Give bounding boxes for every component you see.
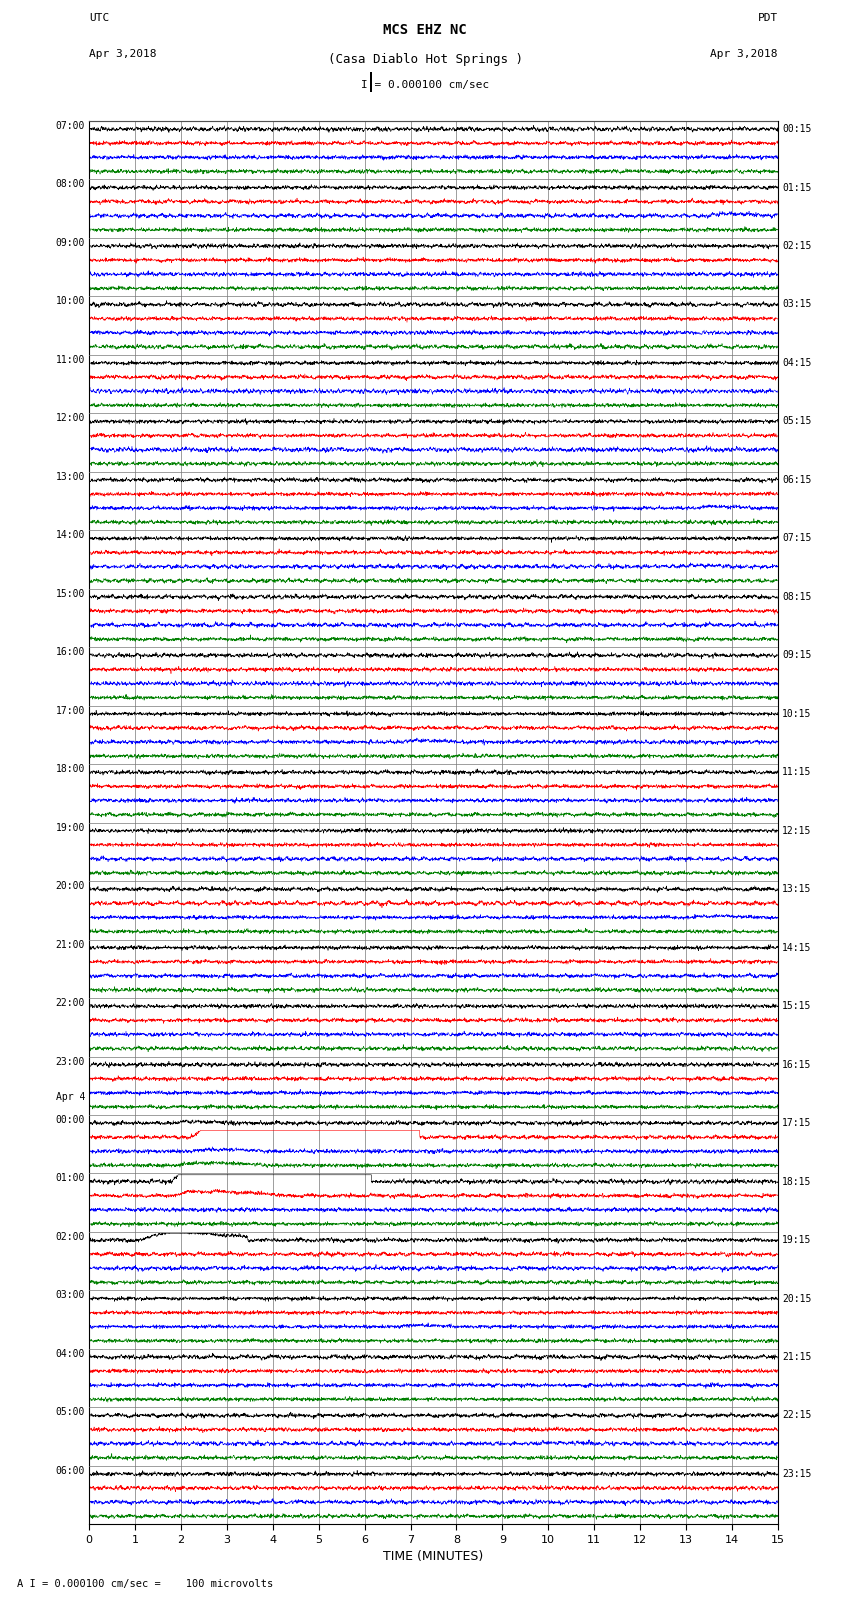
Text: 23:15: 23:15	[782, 1469, 812, 1479]
Text: 14:15: 14:15	[782, 942, 812, 953]
Text: 01:15: 01:15	[782, 182, 812, 192]
Text: Apr 3,2018: Apr 3,2018	[89, 48, 156, 58]
Text: 02:00: 02:00	[55, 1232, 85, 1242]
Text: 18:00: 18:00	[55, 765, 85, 774]
Text: 02:15: 02:15	[782, 240, 812, 252]
Text: 19:00: 19:00	[55, 823, 85, 832]
Text: PDT: PDT	[757, 13, 778, 23]
Text: 08:00: 08:00	[55, 179, 85, 189]
Text: 00:15: 00:15	[782, 124, 812, 134]
Text: 12:15: 12:15	[782, 826, 812, 836]
Text: 06:00: 06:00	[55, 1466, 85, 1476]
Text: 22:00: 22:00	[55, 998, 85, 1008]
Text: 05:00: 05:00	[55, 1407, 85, 1418]
Text: Apr 4: Apr 4	[55, 1092, 85, 1102]
Text: 22:15: 22:15	[782, 1410, 812, 1421]
Text: 16:00: 16:00	[55, 647, 85, 656]
Text: 11:00: 11:00	[55, 355, 85, 365]
Text: 01:00: 01:00	[55, 1173, 85, 1184]
Text: MCS EHZ NC: MCS EHZ NC	[383, 23, 467, 37]
Text: 05:15: 05:15	[782, 416, 812, 426]
Text: 16:15: 16:15	[782, 1060, 812, 1069]
Text: 19:15: 19:15	[782, 1236, 812, 1245]
Text: UTC: UTC	[89, 13, 110, 23]
Text: 18:15: 18:15	[782, 1176, 812, 1187]
Text: Apr 3,2018: Apr 3,2018	[711, 48, 778, 58]
Text: 08:15: 08:15	[782, 592, 812, 602]
Text: 20:15: 20:15	[782, 1294, 812, 1303]
Text: 17:15: 17:15	[782, 1118, 812, 1127]
Text: 15:00: 15:00	[55, 589, 85, 598]
Text: 10:00: 10:00	[55, 297, 85, 306]
Text: 17:00: 17:00	[55, 705, 85, 716]
Text: 14:00: 14:00	[55, 531, 85, 540]
Text: 04:00: 04:00	[55, 1348, 85, 1358]
Text: 15:15: 15:15	[782, 1002, 812, 1011]
Text: 09:00: 09:00	[55, 237, 85, 248]
Text: 20:00: 20:00	[55, 881, 85, 890]
Text: 21:15: 21:15	[782, 1352, 812, 1361]
Text: 07:00: 07:00	[55, 121, 85, 131]
Text: 23:00: 23:00	[55, 1057, 85, 1066]
Text: 21:00: 21:00	[55, 939, 85, 950]
Text: 04:15: 04:15	[782, 358, 812, 368]
Text: 10:15: 10:15	[782, 708, 812, 719]
Text: 00:00: 00:00	[55, 1115, 85, 1124]
Text: 06:15: 06:15	[782, 474, 812, 486]
Text: 11:15: 11:15	[782, 768, 812, 777]
Text: I = 0.000100 cm/sec: I = 0.000100 cm/sec	[361, 81, 489, 90]
Text: 03:00: 03:00	[55, 1290, 85, 1300]
Text: 03:15: 03:15	[782, 300, 812, 310]
Text: (Casa Diablo Hot Springs ): (Casa Diablo Hot Springs )	[327, 53, 523, 66]
Text: 13:15: 13:15	[782, 884, 812, 894]
Text: 12:00: 12:00	[55, 413, 85, 423]
Text: 13:00: 13:00	[55, 473, 85, 482]
X-axis label: TIME (MINUTES): TIME (MINUTES)	[383, 1550, 484, 1563]
Text: 07:15: 07:15	[782, 534, 812, 544]
Text: 09:15: 09:15	[782, 650, 812, 660]
Text: A I = 0.000100 cm/sec =    100 microvolts: A I = 0.000100 cm/sec = 100 microvolts	[17, 1579, 273, 1589]
